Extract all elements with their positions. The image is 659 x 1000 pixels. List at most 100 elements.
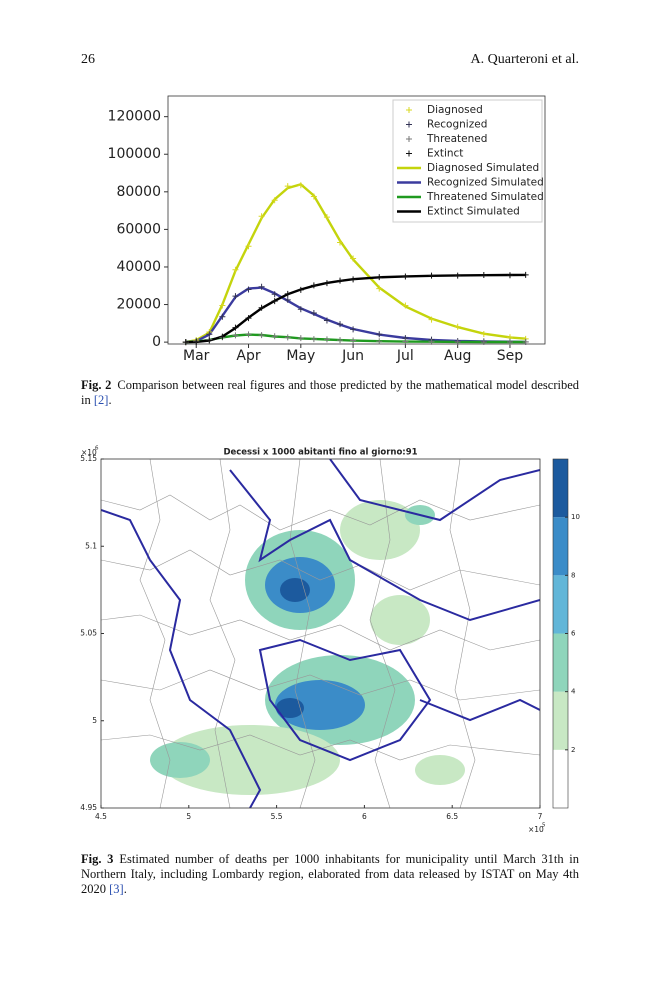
colorbar-tick-label: 8 [571, 571, 575, 579]
data-marker [323, 317, 330, 324]
province-borders [101, 459, 540, 808]
data-marker [428, 316, 435, 323]
data-marker [337, 239, 344, 246]
data-marker [506, 339, 513, 346]
data-marker [522, 271, 529, 278]
x-tick-label: Sep [497, 348, 524, 364]
data-marker [258, 283, 265, 290]
x-scale-exponent: 5 [542, 823, 546, 829]
y-tick-label: 5.1 [85, 541, 97, 550]
colorbar-band [553, 691, 568, 750]
data-marker [376, 331, 383, 338]
data-marker [206, 337, 213, 344]
data-marker [350, 326, 357, 333]
data-marker [232, 293, 239, 300]
y-tick-label: 5.05 [80, 629, 97, 638]
legend-swatch [406, 150, 412, 157]
data-marker [310, 193, 317, 200]
region [276, 698, 304, 718]
data-marker [350, 337, 357, 344]
data-marker [402, 338, 409, 345]
caption: Fig. 2 Comparison between real figures an… [81, 378, 579, 408]
data-marker [480, 338, 487, 345]
region [340, 500, 420, 560]
citation[interactable]: [3] [109, 882, 124, 896]
legend-box [392, 99, 543, 223]
data-marker [219, 302, 226, 309]
x-tick-label: 6 [362, 812, 367, 821]
y-tick-label: 4.95 [80, 803, 97, 812]
plot-frame [167, 95, 546, 345]
y-scale-exponent: 6 [95, 446, 99, 452]
data-marker [376, 285, 383, 292]
y-tick-label: 5.15 [80, 454, 97, 463]
data-marker [480, 331, 487, 338]
x-tick-label: 5 [186, 812, 191, 821]
colorbar-tick-label: 6 [571, 630, 576, 638]
data-marker [271, 197, 278, 204]
data-marker [454, 323, 461, 330]
y-tick-label: 80000 [116, 184, 161, 200]
caption-end: . [108, 393, 112, 407]
legend-label: Threatened [426, 133, 487, 145]
data-marker [402, 273, 409, 280]
data-marker [284, 290, 291, 297]
data-marker [219, 313, 226, 320]
y-scale-base: ×10 [81, 448, 97, 457]
legend-swatch [406, 121, 412, 128]
y-tick-label: 120000 [108, 109, 161, 125]
data-marker [284, 334, 291, 341]
data-marker [297, 182, 304, 189]
y-tick-label: 60000 [116, 221, 161, 237]
legend-label: Diagnosed Simulated [427, 162, 539, 174]
data-marker [454, 272, 461, 279]
running-head: A. Quarteroni et al. [470, 52, 579, 67]
data-marker [337, 277, 344, 284]
caption-text: Comparison between real figures and thos… [81, 378, 580, 407]
colorbar-tick-label: 2 [571, 746, 575, 754]
data-marker [271, 291, 278, 298]
data-marker [323, 280, 330, 287]
caption-label: Fig. 2 [81, 378, 112, 392]
x-tick-label: Apr [236, 348, 260, 364]
x-tick-label: 5.5 [271, 812, 283, 821]
data-marker [206, 331, 213, 338]
data-marker [232, 266, 239, 273]
region [415, 755, 465, 785]
data-marker [350, 255, 357, 262]
map-title: Decessi x 1000 abitanti fino al giorno:9… [223, 448, 417, 458]
y-tick-label: 0 [152, 334, 161, 350]
data-marker [245, 243, 252, 250]
data-marker [337, 321, 344, 328]
data-marker [245, 286, 252, 293]
legend-swatch [406, 107, 412, 113]
citation[interactable]: [2] [93, 393, 109, 407]
data-marker [350, 276, 357, 283]
data-marker [258, 304, 265, 311]
y-tick-label: 20000 [116, 297, 161, 313]
colorbar-tick-label: 4 [571, 688, 576, 696]
data-marker [258, 213, 265, 220]
y-tick-label: 5 [92, 716, 97, 725]
data-marker [245, 315, 252, 322]
x-tick-label: Aug [444, 348, 471, 364]
data-marker [428, 272, 435, 279]
data-marker [182, 339, 189, 346]
data-marker [245, 331, 252, 338]
data-marker [376, 338, 383, 345]
map-shapes [101, 459, 540, 808]
data-marker [232, 324, 239, 331]
legend-label: Extinct Simulated [427, 206, 520, 218]
legend-label: Recognized [427, 119, 487, 131]
legend-label: Diagnosed [427, 104, 483, 116]
legend-label: Extinct [427, 148, 463, 160]
caption-label: Fig. 3 [81, 852, 114, 866]
data-marker [193, 338, 200, 345]
municipal-borders [101, 459, 540, 808]
legend-swatch [406, 136, 412, 142]
region [280, 578, 310, 602]
x-tick-label: 7 [538, 812, 543, 821]
caption: Fig. 3 Estimated number of deaths per 100… [81, 852, 579, 897]
data-marker [454, 338, 461, 345]
